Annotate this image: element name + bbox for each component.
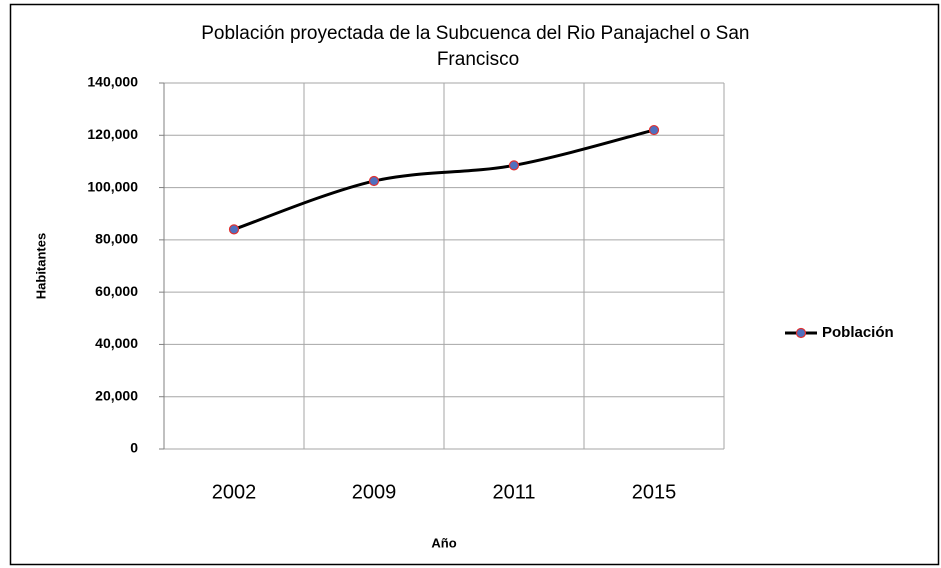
x-tick-label: 2002 <box>212 481 257 503</box>
x-axis-label: Año <box>431 535 456 550</box>
y-tick-label: 80,000 <box>95 231 138 247</box>
x-tick-label: 2009 <box>352 481 397 503</box>
y-tick-label: 120,000 <box>87 126 138 142</box>
legend-marker <box>795 327 807 339</box>
x-tick-label: 2011 <box>492 481 535 503</box>
title-line: Población proyectada de la Subcuenca del… <box>201 23 749 44</box>
data-point <box>648 124 660 136</box>
data-point <box>508 160 520 171</box>
chart-title: Población proyectada de la Subcuenca del… <box>201 23 755 70</box>
y-tick-label: 60,000 <box>95 283 138 299</box>
title-line: Francisco <box>437 49 519 70</box>
legend-label: Población <box>822 324 894 341</box>
data-point <box>368 175 380 187</box>
chart-frame <box>9 3 940 566</box>
y-tick-label: 0 <box>130 440 138 456</box>
y-axis-label: Habitantes <box>33 233 48 299</box>
line-series <box>233 128 655 231</box>
y-tick-label: 20,000 <box>95 387 138 403</box>
x-tick-label: 2015 <box>632 481 677 503</box>
y-tick-label: 40,000 <box>95 335 138 351</box>
data-point <box>228 224 240 235</box>
y-tick-label: 100,000 <box>87 178 138 194</box>
y-tick-label: 140,000 <box>87 74 138 90</box>
